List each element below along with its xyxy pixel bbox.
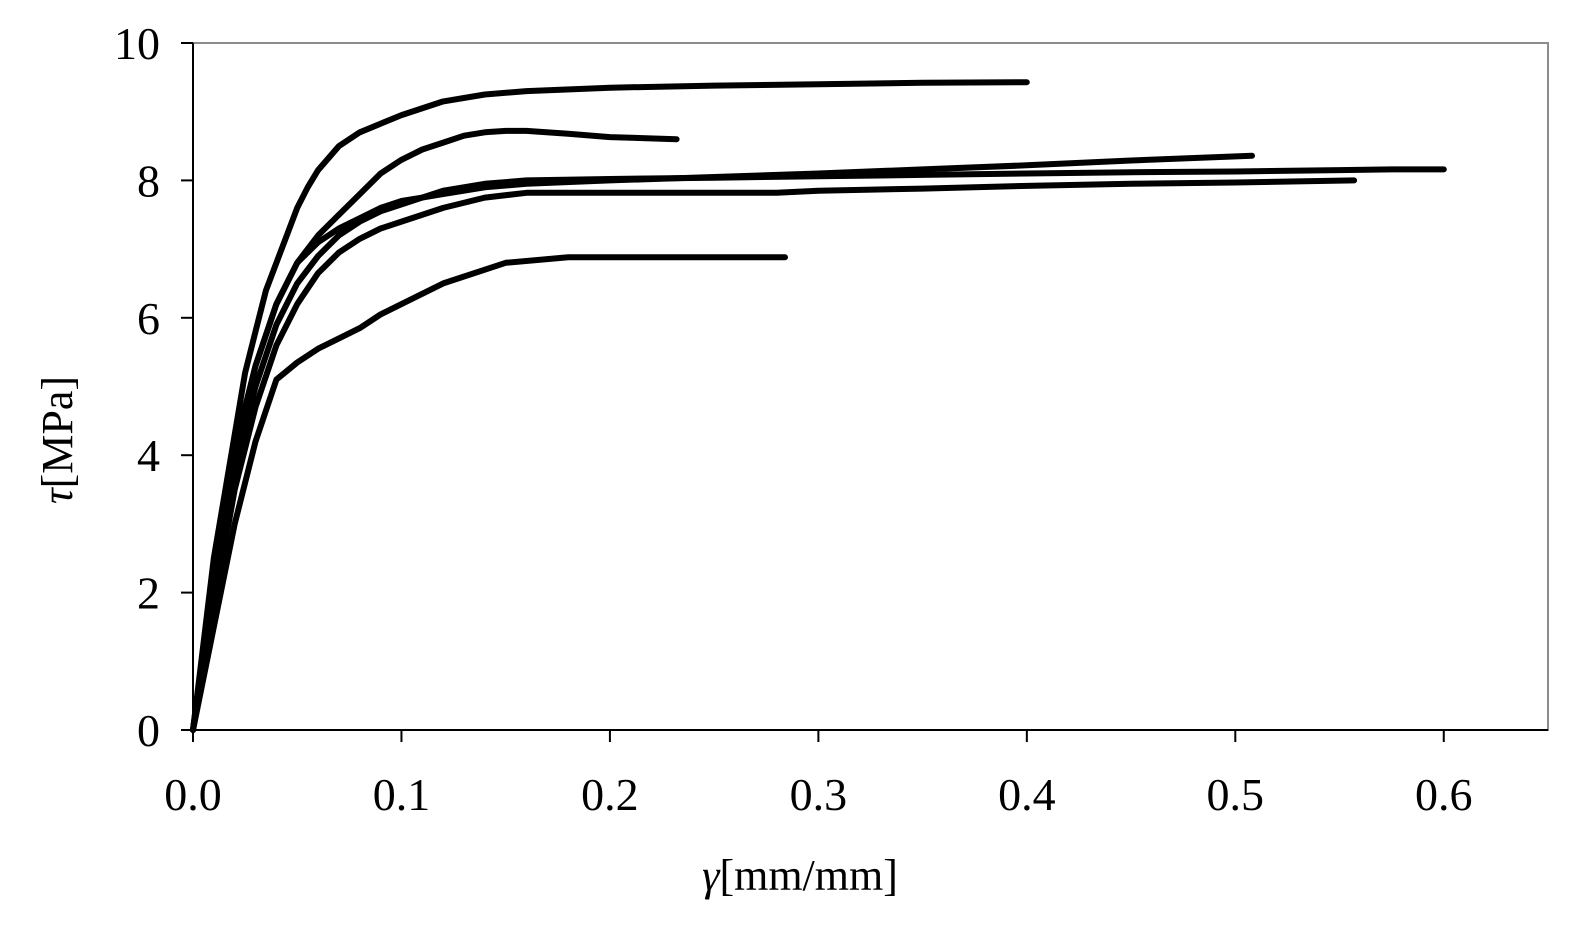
y-tick-label: 2 [137,568,160,619]
series-group [190,79,1447,733]
y-axis-unit: [MPa] [33,376,82,488]
x-tick-label: 0.3 [790,769,848,820]
x-axis-unit: [mm/mm] [719,851,897,900]
x-tick-label: 0.5 [1207,769,1265,820]
x-axis-ticks: 0.0 0.1 0.2 0.3 0.4 0.5 0.6 [164,730,1473,820]
x-tick-label: 0.0 [164,769,222,820]
x-axis-symbol: γ [702,851,721,900]
y-axis-title: τ[MPa] [33,376,82,504]
x-tick-label: 0.6 [1415,769,1473,820]
y-tick-label: 10 [114,18,160,69]
x-tick-label: 0.2 [581,769,639,820]
y-axis-symbol: τ [33,486,82,504]
plot-area-frame [192,42,1549,731]
x-tick-label: 0.1 [373,769,431,820]
y-axis-ticks: 0 2 4 6 8 10 [114,18,193,756]
series-line-1 [190,79,1030,733]
series-line-4 [190,166,1447,733]
y-tick-label: 0 [137,705,160,756]
y-tick-label: 8 [137,155,160,206]
y-tick-label: 6 [137,293,160,344]
series-line-5 [190,177,1358,733]
x-tick-label: 0.4 [998,769,1056,820]
y-tick-label: 4 [137,430,160,481]
series-line-6 [190,254,788,733]
series-line-2 [190,127,680,733]
x-axis-title: γ[mm/mm] [702,851,898,900]
